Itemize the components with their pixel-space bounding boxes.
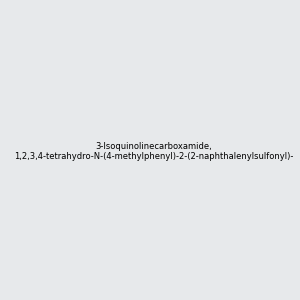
Text: 3-Isoquinolinecarboxamide, 1,2,3,4-tetrahydro-N-(4-methylphenyl)-2-(2-naphthalen: 3-Isoquinolinecarboxamide, 1,2,3,4-tetra… [14, 142, 293, 161]
